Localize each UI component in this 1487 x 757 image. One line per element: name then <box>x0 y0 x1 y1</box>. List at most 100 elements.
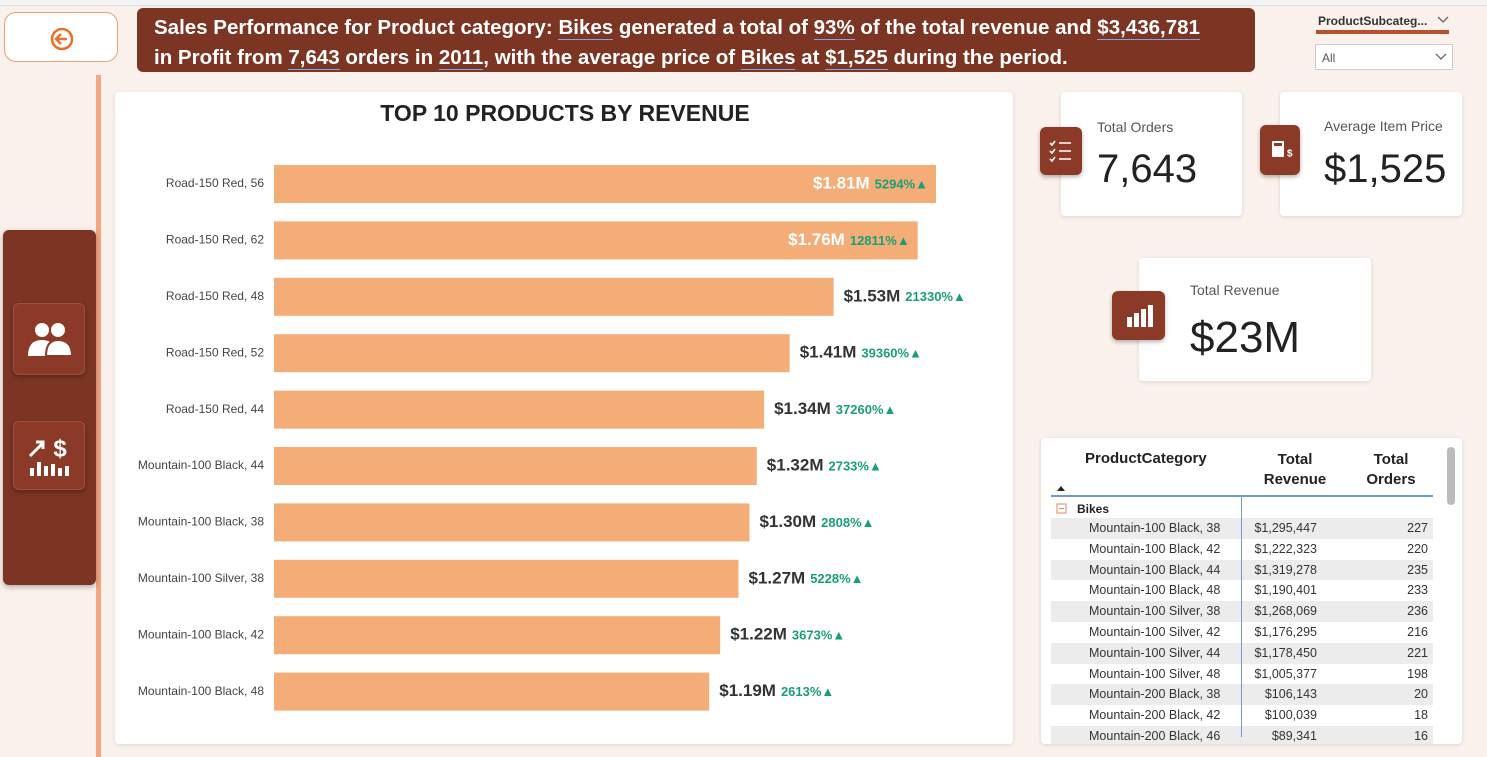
cell-orders: 198 <box>1407 666 1428 681</box>
slicer-value: All <box>1322 51 1336 65</box>
cell-name: Mountain-100 Silver, 42 <box>1089 625 1221 639</box>
banner-text: during the period. <box>887 46 1068 69</box>
table-row: Mountain-200 Black, 38 $106,143 20 <box>1051 684 1433 706</box>
customers-button[interactable] <box>13 303 85 375</box>
banner-text: of the total revenue and <box>854 16 1098 39</box>
banner-text: generated a total of <box>613 16 814 39</box>
cell-revenue: $1,319,278 <box>1254 562 1317 577</box>
cell-name: Mountain-100 Silver, 38 <box>1089 604 1221 619</box>
cell-orders: 221 <box>1407 645 1428 660</box>
cell-revenue: $1,268,069 <box>1254 604 1317 619</box>
cell-orders: 16 <box>1414 729 1428 743</box>
column-header[interactable]: ProductCategory <box>1085 450 1207 467</box>
cell-name: Mountain-100 Black, 44 <box>1089 562 1221 577</box>
divider <box>96 75 101 757</box>
header-rule <box>1051 495 1433 497</box>
dropdown-chevron <box>1435 53 1447 60</box>
cell-revenue: $100,039 <box>1264 708 1317 723</box>
slicer-underline <box>1316 30 1449 34</box>
table-card: ProductCategory Total Revenue Total Orde… <box>1041 438 1462 744</box>
chart-card <box>115 92 1013 744</box>
table-row: Mountain-100 Silver, 48 $1,005,377 198 <box>1051 663 1433 685</box>
svg-text:$: $ <box>53 435 67 462</box>
list-icon <box>1049 140 1071 163</box>
table-row: Mountain-100 Black, 44 $1,319,278 235 <box>1051 559 1433 581</box>
slicer-dropdown[interactable]: All <box>1315 44 1453 70</box>
banner-line: in Profit from 7,643 orders in 2011, wit… <box>154 43 1238 73</box>
kpi-label: Average Item Price <box>1324 118 1443 134</box>
group-label: Bikes <box>1077 502 1110 516</box>
kpi-value: $23M <box>1190 313 1301 362</box>
cell-orders: 236 <box>1407 604 1428 619</box>
highlight-value: $1,525 <box>825 46 888 70</box>
price-icon: $ <box>1260 125 1300 175</box>
cell-orders: 227 <box>1407 521 1428 535</box>
collapse-icon[interactable] <box>1056 503 1068 515</box>
cell-revenue: $1,178,450 <box>1254 645 1317 660</box>
kpi-label: Total Revenue <box>1190 282 1280 298</box>
highlight-value: 7,643 <box>288 46 340 70</box>
cell-orders: 20 <box>1414 687 1428 702</box>
cell-orders: 216 <box>1407 625 1428 639</box>
sales-button[interactable]: $ <box>13 421 85 490</box>
cell-name: Mountain-200 Black, 46 <box>1089 729 1221 743</box>
kpi-card: Total Revenue $23M <box>1139 258 1371 381</box>
column-header[interactable]: Total Orders <box>1366 451 1416 488</box>
kpi-card: Average Item Price $1,525 <box>1280 92 1462 216</box>
cell-revenue: $1,005,377 <box>1254 666 1317 681</box>
cell-name: Mountain-200 Black, 38 <box>1089 687 1221 702</box>
table-row: Mountain-100 Black, 42 $1,222,323 220 <box>1051 538 1433 560</box>
highlight-value: $3,436,781 <box>1097 16 1200 40</box>
ribbon-strip <box>0 0 1487 6</box>
cell-orders: 233 <box>1407 583 1428 598</box>
kpi-label: Total Orders <box>1097 119 1174 135</box>
kpi-value: 7,643 <box>1097 147 1198 191</box>
table-row: Mountain-100 Black, 38 $1,295,447 227 <box>1051 518 1433 539</box>
cell-orders: 220 <box>1407 541 1428 556</box>
banner-text: in Profit from <box>154 46 289 69</box>
cell-name: Mountain-100 Silver, 48 <box>1089 666 1221 681</box>
table-row: Mountain-100 Black, 48 $1,190,401 233 <box>1051 580 1433 602</box>
cell-revenue: $1,176,295 <box>1254 625 1317 639</box>
table-row: Mountain-100 Silver, 38 $1,268,069 236 <box>1051 601 1433 622</box>
orders-icon <box>1040 127 1082 175</box>
table-row: Mountain-200 Black, 46 $89,341 16 <box>1051 726 1433 744</box>
table-row: Mountain-100 Silver, 42 $1,176,295 216 <box>1051 622 1433 643</box>
cell-name: Mountain-100 Black, 42 <box>1089 541 1221 556</box>
highlight-value: Bikes <box>740 46 796 70</box>
cell-revenue: $1,222,323 <box>1254 541 1317 556</box>
back-button[interactable] <box>4 12 118 62</box>
bars-icon <box>1127 305 1153 327</box>
cell-orders: 18 <box>1414 708 1428 723</box>
scrollbar[interactable] <box>1447 447 1455 505</box>
cell-revenue: $89,341 <box>1271 729 1317 743</box>
column-header[interactable]: Total Revenue <box>1263 451 1327 488</box>
kpi-value: $1,525 <box>1324 147 1447 191</box>
sales-icon: $ <box>28 435 69 476</box>
people-icon <box>28 323 74 357</box>
revenue-icon <box>1112 291 1165 340</box>
cell-name: Mountain-100 Silver, 44 <box>1089 645 1221 660</box>
banner-text: Sales Performance for Product category: <box>154 16 559 39</box>
slicer-chevron <box>1437 16 1449 23</box>
table-body: Mountain-100 Black, 38 $1,295,447 227 Mount… <box>1051 518 1433 744</box>
cell-orders: 235 <box>1407 562 1428 577</box>
cell-revenue: $1,295,447 <box>1254 521 1317 535</box>
svg-text:$: $ <box>1287 149 1293 160</box>
highlight-value: 2011 <box>438 46 484 70</box>
banner-line: Sales Performance for Product category: … <box>154 13 1238 43</box>
cell-name: Mountain-200 Black, 42 <box>1089 708 1221 723</box>
cell-revenue: $1,190,401 <box>1254 583 1317 598</box>
nav-panel <box>3 230 96 585</box>
back-icon <box>50 27 74 51</box>
column-divider <box>1241 497 1242 737</box>
table-row: Mountain-100 Silver, 44 $1,178,450 221 <box>1051 642 1433 664</box>
cell-name: Mountain-100 Black, 48 <box>1089 583 1221 598</box>
cell-revenue: $106,143 <box>1264 687 1317 702</box>
banner-text: at <box>795 46 826 69</box>
summary-banner: Sales Performance for Product category: … <box>137 8 1255 72</box>
highlight-value: 93% <box>813 16 855 40</box>
calculator-icon: $ <box>1272 141 1293 160</box>
cell-name: Mountain-100 Black, 38 <box>1089 521 1221 535</box>
